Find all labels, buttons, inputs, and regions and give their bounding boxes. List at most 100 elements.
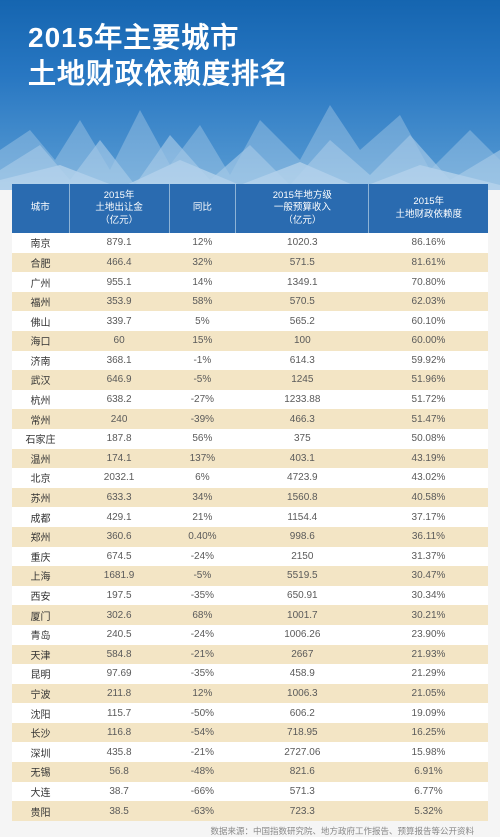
col-header-yoy: 同比 [169, 184, 236, 233]
cell-dependence: 60.10% [369, 311, 488, 331]
cell-land_sale: 368.1 [69, 351, 169, 371]
cell-yoy: 68% [169, 605, 236, 625]
cell-city: 石家庄 [12, 429, 69, 449]
cell-dependence: 6.91% [369, 762, 488, 782]
cell-land_sale: 466.4 [69, 253, 169, 273]
title-line-1: 2015年主要城市 [28, 20, 472, 56]
cell-yoy: 15% [169, 331, 236, 351]
cell-dependence: 21.05% [369, 684, 488, 704]
table-row: 合肥466.432%571.581.61% [12, 253, 488, 273]
cell-budget_rev: 571.5 [236, 253, 369, 273]
cell-yoy: 6% [169, 468, 236, 488]
cell-land_sale: 353.9 [69, 292, 169, 312]
cell-land_sale: 879.1 [69, 233, 169, 253]
cell-city: 武汉 [12, 370, 69, 390]
table-container: 城市2015年土地出让金（亿元）同比2015年地方级一般预算收入（亿元）2015… [0, 184, 500, 837]
table-row: 宁波211.812%1006.321.05% [12, 684, 488, 704]
cell-dependence: 6.77% [369, 782, 488, 802]
cell-dependence: 86.16% [369, 233, 488, 253]
cell-city: 福州 [12, 292, 69, 312]
cell-yoy: 34% [169, 488, 236, 508]
cell-land_sale: 174.1 [69, 449, 169, 469]
table-row: 大连38.7-66%571.36.77% [12, 782, 488, 802]
cell-dependence: 62.03% [369, 292, 488, 312]
cell-city: 厦门 [12, 605, 69, 625]
cell-land_sale: 187.8 [69, 429, 169, 449]
table-row: 沈阳115.7-50%606.219.09% [12, 703, 488, 723]
table-row: 北京2032.16%4723.943.02% [12, 468, 488, 488]
cell-dependence: 15.98% [369, 742, 488, 762]
col-header-land_sale: 2015年土地出让金（亿元） [69, 184, 169, 233]
cell-budget_rev: 2150 [236, 547, 369, 567]
cell-yoy: -48% [169, 762, 236, 782]
cell-land_sale: 302.6 [69, 605, 169, 625]
table-row: 天津584.8-21%266721.93% [12, 645, 488, 665]
cell-dependence: 16.25% [369, 723, 488, 743]
cell-yoy: 21% [169, 507, 236, 527]
cell-city: 无锡 [12, 762, 69, 782]
cell-land_sale: 38.5 [69, 801, 169, 821]
cell-yoy: 58% [169, 292, 236, 312]
cell-dependence: 60.00% [369, 331, 488, 351]
cell-land_sale: 435.8 [69, 742, 169, 762]
cell-dependence: 19.09% [369, 703, 488, 723]
cell-dependence: 21.93% [369, 645, 488, 665]
cell-budget_rev: 1001.7 [236, 605, 369, 625]
cell-yoy: -50% [169, 703, 236, 723]
cell-city: 大连 [12, 782, 69, 802]
cell-land_sale: 584.8 [69, 645, 169, 665]
cell-budget_rev: 718.95 [236, 723, 369, 743]
cell-dependence: 5.32% [369, 801, 488, 821]
cell-city: 郑州 [12, 527, 69, 547]
cell-city: 深圳 [12, 742, 69, 762]
cell-land_sale: 240 [69, 409, 169, 429]
table-row: 郑州360.60.40%998.636.11% [12, 527, 488, 547]
title-line-2: 土地财政依赖度排名 [28, 56, 472, 92]
cell-budget_rev: 606.2 [236, 703, 369, 723]
cell-land_sale: 646.9 [69, 370, 169, 390]
cell-yoy: -5% [169, 370, 236, 390]
cell-land_sale: 955.1 [69, 272, 169, 292]
cell-city: 贵阳 [12, 801, 69, 821]
cell-budget_rev: 723.3 [236, 801, 369, 821]
cell-city: 天津 [12, 645, 69, 665]
table-row: 厦门302.668%1001.730.21% [12, 605, 488, 625]
cell-budget_rev: 375 [236, 429, 369, 449]
cell-budget_rev: 650.91 [236, 586, 369, 606]
cell-budget_rev: 565.2 [236, 311, 369, 331]
cell-yoy: -1% [169, 351, 236, 371]
cell-city: 海口 [12, 331, 69, 351]
cell-budget_rev: 5519.5 [236, 566, 369, 586]
table-row: 海口6015%10060.00% [12, 331, 488, 351]
cell-budget_rev: 2727.06 [236, 742, 369, 762]
cell-budget_rev: 1245 [236, 370, 369, 390]
cell-yoy: -63% [169, 801, 236, 821]
cell-city: 宁波 [12, 684, 69, 704]
cell-budget_rev: 821.6 [236, 762, 369, 782]
cell-yoy: -24% [169, 547, 236, 567]
cell-yoy: -35% [169, 586, 236, 606]
cell-budget_rev: 1560.8 [236, 488, 369, 508]
cell-land_sale: 56.8 [69, 762, 169, 782]
cell-yoy: -24% [169, 625, 236, 645]
cell-city: 杭州 [12, 390, 69, 410]
cell-budget_rev: 570.5 [236, 292, 369, 312]
table-row: 贵阳38.5-63%723.35.32% [12, 801, 488, 821]
table-row: 广州955.114%1349.170.80% [12, 272, 488, 292]
cell-yoy: 137% [169, 449, 236, 469]
cell-city: 佛山 [12, 311, 69, 331]
cell-land_sale: 2032.1 [69, 468, 169, 488]
cell-yoy: 12% [169, 684, 236, 704]
cell-city: 西安 [12, 586, 69, 606]
cell-dependence: 30.21% [369, 605, 488, 625]
cell-city: 昆明 [12, 664, 69, 684]
cell-yoy: 56% [169, 429, 236, 449]
cell-dependence: 81.61% [369, 253, 488, 273]
cell-budget_rev: 4723.9 [236, 468, 369, 488]
cell-land_sale: 97.69 [69, 664, 169, 684]
cell-budget_rev: 1349.1 [236, 272, 369, 292]
table-row: 深圳435.8-21%2727.0615.98% [12, 742, 488, 762]
table-row: 成都429.121%1154.437.17% [12, 507, 488, 527]
table-row: 南京879.112%1020.386.16% [12, 233, 488, 253]
cell-land_sale: 429.1 [69, 507, 169, 527]
